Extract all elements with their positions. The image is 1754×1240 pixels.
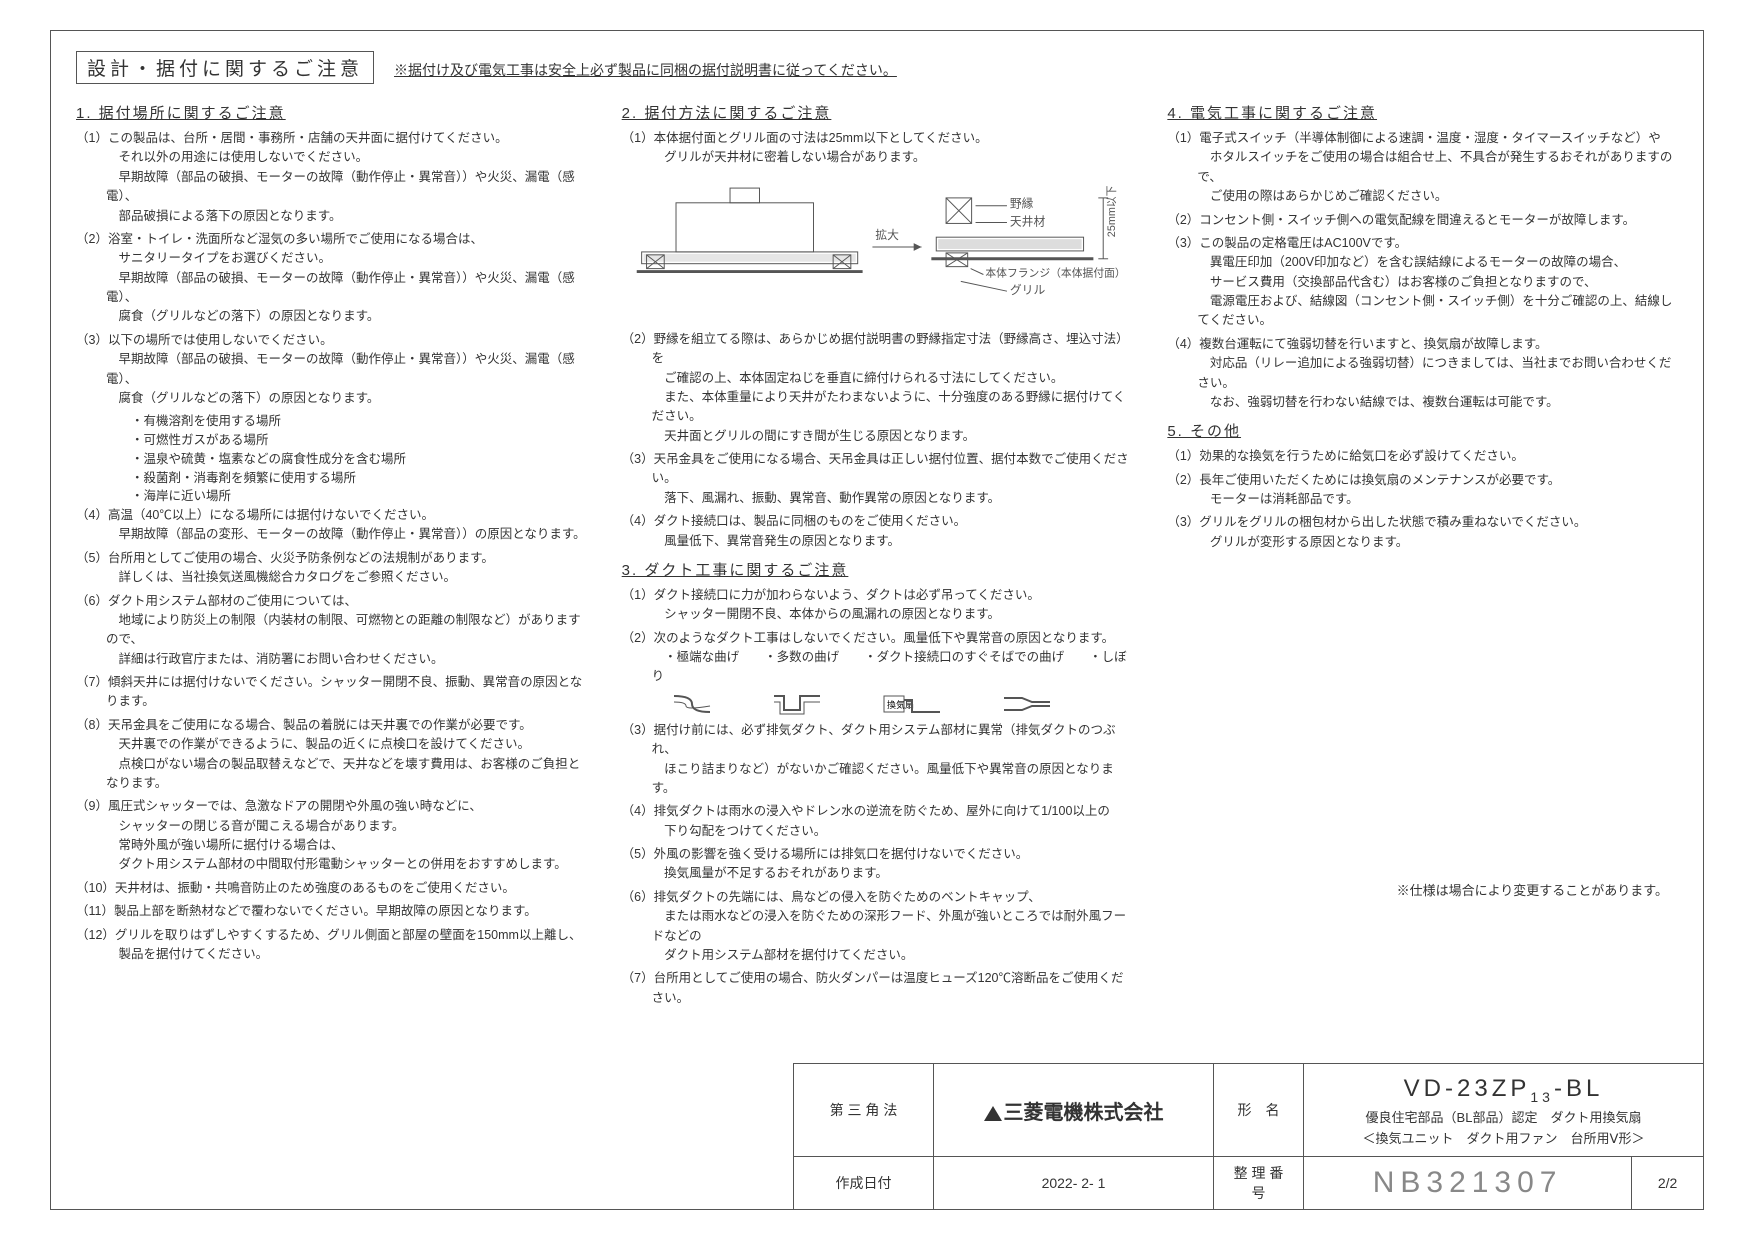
s1-item: （3）以下の場所では使用しないでください。 早期故障（部品の破損、モーターの故障… (76, 331, 587, 409)
s1-item: （12）グリルを取りはずしやすくするため、グリル側面と部屋の壁面を150mm以上… (76, 926, 587, 965)
s1-item: （2）浴室・トイレ・洗面所など湿気の多い場所でご使用になる場合は、 サニタリータ… (76, 230, 587, 327)
label-grill: グリル (1010, 283, 1046, 297)
column-3: 4. 電気工事に関するご注意 （1）電子式スイッチ（半導体制御による速調・温度・… (1167, 94, 1678, 1012)
section1-title: 1. 据付場所に関するご注意 (76, 102, 587, 123)
main-title: 設計・据付に関するご注意 (76, 51, 374, 84)
title-block: 第 三 角 法 三菱電機株式会社 形 名 VD-23ZP13-BL 優良住宅部品… (793, 1063, 1704, 1210)
s3-item: （7）台所用としてご使用の場合、防火ダンパーは温度ヒューズ120℃溶断品をご使用… (622, 969, 1133, 1008)
s1-item: （7）傾斜天井には据付けないでください。シャッター開閉不良、振動、異常音の原因と… (76, 673, 587, 712)
bend-many-icon (772, 692, 822, 716)
s2-item: （4）ダクト接続口は、製品に同梱のものをご使用ください。 風量低下、異常音発生の… (622, 512, 1133, 551)
label-dim: 25mm以下 (1106, 185, 1118, 237)
header-note: ※据付け及び電気工事は安全上必ず製品に同梱の据付説明書に従ってください。 (394, 60, 897, 80)
label-tenjo: 天井材 (1010, 214, 1046, 228)
s3-item: （4）排気ダクトは雨水の浸入やドレン水の逆流を防ぐため、屋外に向けて1/100以… (622, 802, 1133, 841)
date-value: 2022- 2- 1 (934, 1157, 1214, 1210)
s4-item: （3）この製品の定格電圧はAC100Vです。 異電圧印加（200V印加など）を含… (1167, 234, 1678, 331)
s4-item: （4）複数台運転にて強弱切替を行いますと、換気扇が故障します。 対応品（リレー追… (1167, 335, 1678, 413)
drawing-number: NB321307 (1304, 1157, 1632, 1210)
s3-item: （2）次のようなダクト工事はしないでください。風量低下や異常音の原因となります。… (622, 629, 1133, 687)
column-1: 1. 据付場所に関するご注意 （1）この製品は、台所・居間・事務所・店舗の天井面… (76, 94, 587, 1012)
s3-item: （6）排気ダクトの先端には、鳥などの侵入を防ぐためのベントキャップ、 または雨水… (622, 888, 1133, 966)
s1-item: （4）高温（40℃以上）になる場所には据付けないでください。 早期故障（部品の変… (76, 506, 587, 545)
mitsubishi-logo-icon (984, 1106, 1002, 1121)
s1-bullets: ・有機溶剤を使用する場所 ・可燃性ガスがある場所 ・温泉や硫黄・塩素などの腐食性… (76, 412, 587, 506)
label-flange: 本体フランジ（本体据付面） (985, 265, 1125, 279)
s5-item: （3）グリルをグリルの梱包材から出した状態で積み重ねないでください。 グリルが変… (1167, 513, 1678, 552)
spec-note: ※仕様は場合により変更することがあります。 (1167, 880, 1678, 899)
s3-item: （5）外風の影響を強く受ける場所には排気口を据付けないでください。 換気風量が不… (622, 845, 1133, 884)
section3-title: 3. ダクト工事に関するご注意 (622, 559, 1133, 580)
s1-item: （8）天吊金具をご使用になる場合、製品の着脱には天井裏での作業が必要です。 天井… (76, 716, 587, 794)
s1-item: （1）この製品は、台所・居間・事務所・店舗の天井面に据付けてください。 それ以外… (76, 129, 587, 226)
bullet: ・殺菌剤・消毒剤を頻繁に使用する場所 (131, 469, 587, 488)
section5-title: 5. その他 (1167, 420, 1678, 441)
duct-bad-examples: 換気扇 (622, 692, 1133, 716)
bullet: ・有機溶剤を使用する場所 (131, 412, 587, 431)
s5-item: （2）長年ご使用いただくためには換気扇のメンテナンスが必要です。 モーターは消耗… (1167, 471, 1678, 510)
s2-item: （2）野縁を組立てる際は、あらかじめ据付説明書の野縁指定寸法（野縁高さ、埋込寸法… (622, 330, 1133, 446)
section2-title: 2. 据付方法に関するご注意 (622, 102, 1133, 123)
s2-item: （1）本体据付面とグリル面の寸法は25mm以下としてください。 グリルが天井材に… (622, 129, 1133, 168)
label-kakudai: 拡大 (875, 228, 899, 242)
s1-item: （6）ダクト用システム部材のご使用については、 地域により防災上の制限（内装材の… (76, 592, 587, 670)
page-number: 2/2 (1632, 1157, 1704, 1210)
date-label: 作成日付 (794, 1157, 934, 1210)
s3-item: （1）ダクト接続口に力が加わらないよう、ダクトは必ず吊ってください。 シャッター… (622, 586, 1133, 625)
model-cell: VD-23ZP13-BL 優良住宅部品（BL部品）認定 ダクト用換気扇 ＜換気ユ… (1304, 1064, 1704, 1157)
bullet: ・温泉や硫黄・塩素などの腐食性成分を含む場所 (131, 450, 587, 469)
s1-item: （9）風圧式シャッターでは、急激なドアの開閉や外風の強い時などに、 シャッターの… (76, 797, 587, 875)
s1-item: （11）製品上部を断熱材などで覆わないでください。早期故障の原因となります。 (76, 902, 587, 921)
s2-item: （3）天吊金具をご使用になる場合、天吊金具は正しい据付位置、据付本数でご使用くだ… (622, 450, 1133, 508)
s4-item: （2）コンセント側・スイッチ側への電気配線を間違えるとモーターが故障します。 (1167, 211, 1678, 230)
bullet: ・可燃性ガスがある場所 (131, 431, 587, 450)
seiri-label: 整 理 番 号 (1214, 1157, 1304, 1210)
s5-item: （1）効果的な換気を行うために給気口を必ず設けてください。 (1167, 447, 1678, 466)
label-nobuchi: 野縁 (1010, 196, 1034, 210)
s1-item: （10）天井材は、振動・共鳴音防止のため強度のあるものをご使用ください。 (76, 879, 587, 898)
s1-item: （5）台所用としてご使用の場合、火災予防条例などの法規制があります。 詳しくは、… (76, 549, 587, 588)
bend-near-icon: 換気扇 (882, 692, 942, 716)
keimei-label: 形 名 (1214, 1064, 1304, 1157)
column-2: 2. 据付方法に関するご注意 （1）本体据付面とグリル面の寸法は25mm以下とし… (622, 94, 1133, 1012)
s4-item: （1）電子式スイッチ（半導体制御による速調・温度・湿度・タイマースイッチなど）や… (1167, 129, 1678, 207)
bend-sharp-icon (672, 692, 712, 716)
bullet: ・海岸に近い場所 (131, 487, 587, 506)
mounting-diagram: 拡大 25mm以下 野縁 天井材 本体 (622, 177, 1133, 317)
projection-label: 第 三 角 法 (794, 1064, 934, 1157)
section4-title: 4. 電気工事に関するご注意 (1167, 102, 1678, 123)
company-name: 三菱電機株式会社 (934, 1064, 1214, 1157)
s3-item: （3）据付け前には、必ず排気ダクト、ダクト用システム部材に異常（排気ダクトのつぶ… (622, 721, 1133, 799)
squeeze-icon (1002, 692, 1052, 716)
